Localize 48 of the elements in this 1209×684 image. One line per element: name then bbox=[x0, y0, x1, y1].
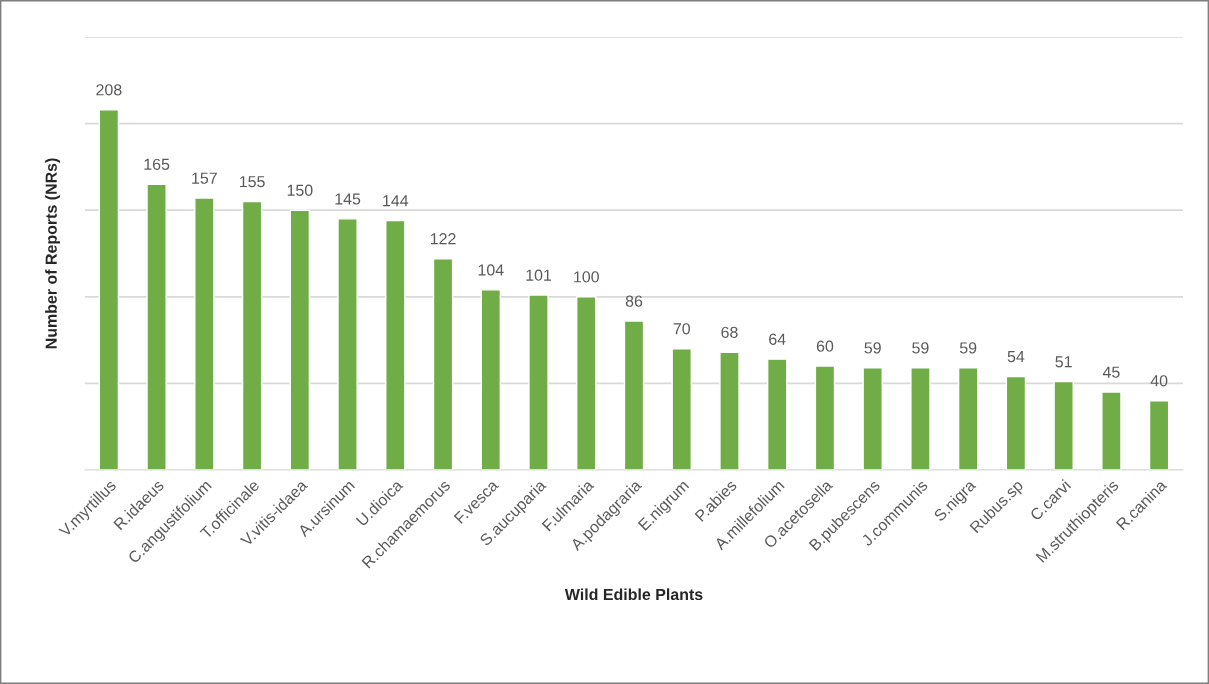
data-label: 104 bbox=[478, 264, 504, 276]
data-label: 100 bbox=[574, 271, 599, 283]
bar bbox=[957, 367, 979, 470]
bar bbox=[432, 258, 454, 470]
data-label: 59 bbox=[912, 342, 929, 354]
data-label: 64 bbox=[769, 333, 786, 345]
data-label: 208 bbox=[96, 84, 122, 96]
data-label: 68 bbox=[721, 326, 738, 338]
bar bbox=[671, 348, 692, 470]
data-label: 86 bbox=[625, 295, 643, 307]
bar bbox=[576, 296, 597, 470]
data-label: 60 bbox=[816, 340, 834, 352]
bar bbox=[814, 365, 836, 470]
data-label: 144 bbox=[383, 195, 409, 207]
bar bbox=[862, 367, 883, 470]
data-label: 101 bbox=[526, 269, 552, 281]
data-label: 165 bbox=[144, 158, 170, 170]
bar bbox=[719, 351, 740, 470]
data-label: 51 bbox=[1055, 356, 1072, 368]
data-label: 59 bbox=[959, 342, 977, 354]
bar bbox=[480, 289, 502, 470]
data-label: 145 bbox=[335, 193, 361, 205]
data-label: 150 bbox=[287, 184, 313, 196]
bar bbox=[337, 218, 358, 470]
bar bbox=[98, 109, 120, 470]
data-label: 70 bbox=[673, 323, 690, 335]
bar bbox=[528, 294, 549, 470]
x-axis-title: Wild Edible Plants bbox=[564, 588, 703, 601]
data-label: 54 bbox=[1007, 351, 1025, 363]
data-label: 59 bbox=[864, 342, 881, 354]
data-label: 155 bbox=[239, 176, 265, 188]
bar bbox=[241, 200, 263, 470]
bar bbox=[910, 367, 931, 470]
bar bbox=[1053, 380, 1074, 470]
data-label: 40 bbox=[1150, 375, 1168, 387]
bar bbox=[623, 320, 645, 470]
bar bbox=[146, 183, 167, 470]
bar bbox=[289, 209, 311, 470]
bar bbox=[1101, 391, 1122, 470]
bar bbox=[194, 197, 215, 470]
data-label: 122 bbox=[430, 233, 456, 245]
data-label: 45 bbox=[1102, 366, 1120, 378]
y-axis-title: Number of Reports (NRs) bbox=[45, 158, 60, 349]
bar bbox=[1148, 400, 1170, 470]
bar bbox=[385, 219, 406, 470]
bar bbox=[766, 358, 788, 470]
data-label: 157 bbox=[192, 172, 217, 184]
bar bbox=[1005, 375, 1027, 470]
